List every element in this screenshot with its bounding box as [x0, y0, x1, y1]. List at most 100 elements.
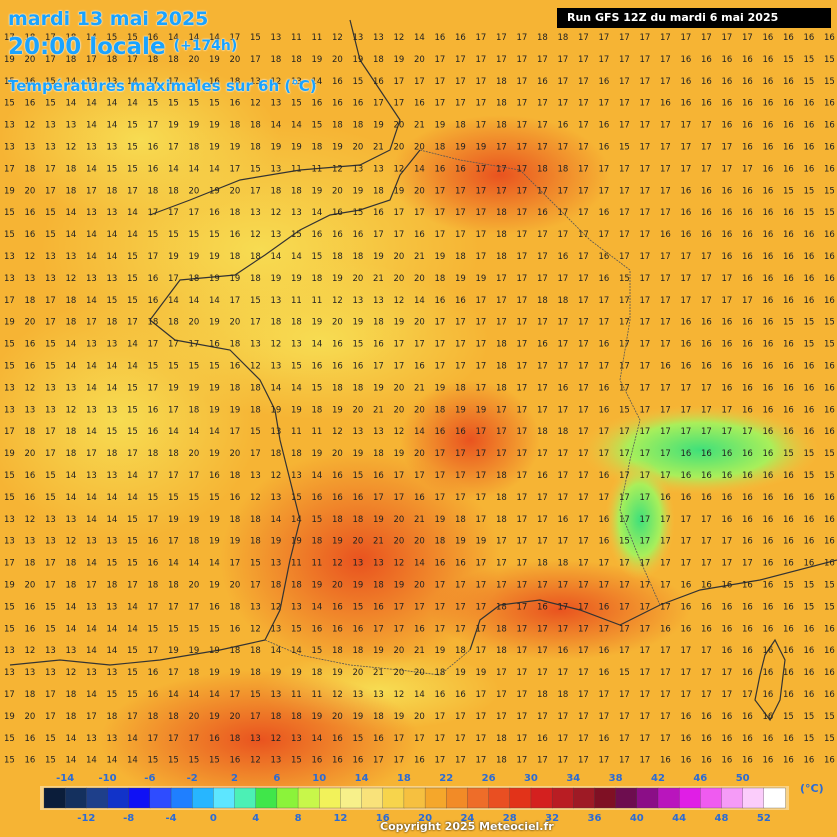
grid-value: 17 [517, 383, 528, 393]
grid-value: 17 [148, 471, 159, 481]
grid-value: 19 [373, 646, 384, 656]
grid-value: 17 [496, 449, 507, 459]
grid-value: 19 [476, 668, 487, 678]
grid-value: 19 [312, 186, 323, 196]
grid-value: 11 [291, 559, 302, 569]
grid-value: 14 [127, 471, 138, 481]
grid-value: 13 [45, 383, 56, 393]
grid-value: 17 [640, 668, 651, 678]
grid-value: 17 [394, 471, 405, 481]
grid-value: 15 [619, 143, 630, 153]
grid-value: 19 [209, 515, 220, 525]
grid-value: 15 [127, 274, 138, 284]
grid-value: 13 [353, 33, 364, 43]
grid-value: 17 [619, 121, 630, 131]
grid-value: 18 [496, 624, 507, 634]
grid-value: 13 [86, 143, 97, 153]
grid-value: 14 [209, 33, 220, 43]
grid-value: 11 [312, 33, 323, 43]
grid-value: 17 [619, 230, 630, 240]
grid-value: 13 [25, 668, 36, 678]
grid-value: 17 [578, 99, 589, 109]
grid-value: 17 [660, 690, 671, 700]
grid-value: 15 [312, 646, 323, 656]
grid-value: 19 [373, 121, 384, 131]
grid-value: 16 [722, 55, 733, 65]
grid-value: 16 [353, 99, 364, 109]
grid-value: 14 [66, 624, 77, 634]
grid-value: 19 [4, 186, 15, 196]
grid-value: 16 [722, 624, 733, 634]
grid-value: 17 [701, 296, 712, 306]
grid-value: 13 [107, 208, 118, 218]
grid-value: 19 [353, 581, 364, 591]
grid-value: 18 [312, 274, 323, 284]
grid-value: 17 [742, 559, 753, 569]
grid-value: 16 [763, 164, 774, 174]
grid-value: 14 [127, 756, 138, 766]
grid-value: 17 [619, 493, 630, 503]
grid-value: 16 [804, 274, 815, 284]
grid-value: 18 [230, 471, 241, 481]
grid-value: 18 [250, 646, 261, 656]
grid-value: 17 [640, 77, 651, 87]
grid-value: 18 [189, 537, 200, 547]
grid-value: 19 [332, 274, 343, 284]
grid-value: 16 [25, 208, 36, 218]
grid-value: 19 [168, 383, 179, 393]
grid-value: 14 [189, 427, 200, 437]
grid-value: 17 [660, 581, 671, 591]
grid-value: 17 [517, 668, 528, 678]
grid-value: 15 [189, 756, 200, 766]
grid-value: 16 [537, 208, 548, 218]
grid-value: 16 [681, 712, 692, 722]
grid-value: 17 [127, 712, 138, 722]
grid-value: 15 [209, 493, 220, 503]
grid-value: 17 [250, 55, 261, 65]
grid-value: 15 [127, 646, 138, 656]
grid-value: 20 [189, 55, 200, 65]
grid-value: 16 [701, 449, 712, 459]
grid-value: 13 [66, 252, 77, 262]
grid-value: 16 [148, 164, 159, 174]
grid-value: 17 [517, 646, 528, 656]
grid-value: 18 [230, 208, 241, 218]
grid-value: 16 [783, 208, 794, 218]
grid-value: 14 [107, 383, 118, 393]
grid-value: 18 [435, 668, 446, 678]
grid-value: 16 [824, 405, 835, 415]
grid-value: 13 [86, 471, 97, 481]
grid-value: 17 [558, 449, 569, 459]
grid-value: 12 [332, 164, 343, 174]
grid-value: 18 [373, 581, 384, 591]
grid-value: 17 [537, 493, 548, 503]
grid-value: 17 [455, 186, 466, 196]
grid-value: 18 [66, 427, 77, 437]
grid-value: 16 [332, 99, 343, 109]
grid-value: 14 [312, 602, 323, 612]
grid-value: 15 [291, 756, 302, 766]
grid-value: 15 [619, 274, 630, 284]
grid-value: 17 [455, 734, 466, 744]
grid-value: 17 [578, 646, 589, 656]
grid-value: 16 [25, 602, 36, 612]
grid-value: 18 [250, 537, 261, 547]
grid-value: 19 [435, 383, 446, 393]
grid-value: 16 [230, 99, 241, 109]
grid-value: 18 [455, 121, 466, 131]
grid-value: 16 [230, 362, 241, 372]
grid-value: 19 [168, 515, 179, 525]
grid-value: 17 [435, 99, 446, 109]
grid-value: 17 [578, 143, 589, 153]
grid-value: 18 [455, 515, 466, 525]
grid-value: 15 [804, 340, 815, 350]
grid-value: 17 [45, 427, 56, 437]
grid-value: 17 [45, 712, 56, 722]
grid-value: 17 [578, 186, 589, 196]
grid-value: 17 [86, 55, 97, 65]
grid-value: 17 [681, 537, 692, 547]
grid-value: 17 [435, 186, 446, 196]
grid-value: 15 [804, 581, 815, 591]
grid-value: 16 [537, 734, 548, 744]
grid-value: 17 [517, 624, 528, 634]
